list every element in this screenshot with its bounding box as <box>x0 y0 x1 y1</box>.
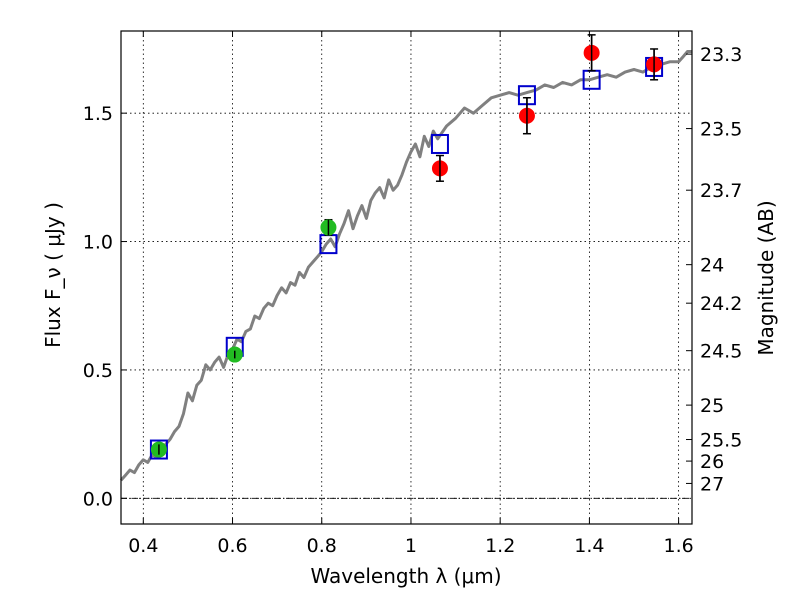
near-IR-data-series <box>431 34 663 182</box>
y-axis-label-right: Magnitude (AB) <box>754 200 778 355</box>
y-right-tick-label: 25.5 <box>700 430 742 452</box>
y-right-tick-label: 23.5 <box>700 119 742 141</box>
y-tick-label: 1.0 <box>83 232 113 254</box>
y-right-tick-label: 24.2 <box>700 293 742 315</box>
grid <box>121 31 692 524</box>
y-right-tick-label: 27 <box>700 473 724 495</box>
y-tick-label: 0.0 <box>83 488 113 510</box>
y-right-tick-label: 24 <box>700 255 724 277</box>
y-right-tick-label: 23.3 <box>700 44 742 66</box>
y-tick-label: 0.5 <box>83 360 113 382</box>
data-markers <box>149 34 664 460</box>
model-square-marker <box>430 133 449 154</box>
y-tick-label: 1.5 <box>83 103 113 125</box>
y-right-tick-label: 24.5 <box>700 341 742 363</box>
y-right-tick-label: 23.7 <box>700 180 742 202</box>
x-tick-label: 1.2 <box>485 535 515 557</box>
model-spectrum-line <box>119 50 692 482</box>
y-axis-label-left: Flux F_ν ( μJy ) <box>41 202 65 348</box>
x-tick-label: 0.4 <box>128 535 158 557</box>
tick-labels: 0.4 0.6 0.8 1 1.2 1.4 1.6 0.0 0.5 1.0 1.5 23.3 23.5 2… <box>83 44 743 557</box>
model-photometry-series <box>149 56 664 460</box>
x-tick-label: 1 <box>405 535 417 557</box>
axis-ticks <box>121 31 692 524</box>
y-right-tick-label: 25 <box>700 395 724 417</box>
optical-data-series <box>150 218 337 458</box>
x-tick-label: 0.6 <box>217 535 247 557</box>
y-right-tick-label: 26 <box>700 451 724 473</box>
x-axis-label: Wavelength λ (μm) <box>310 564 501 588</box>
x-tick-label: 1.6 <box>664 535 694 557</box>
x-tick-label: 1.4 <box>574 535 604 557</box>
plot-frame <box>120 30 693 525</box>
x-tick-label: 0.8 <box>307 535 337 557</box>
model-spectrum <box>119 50 692 482</box>
